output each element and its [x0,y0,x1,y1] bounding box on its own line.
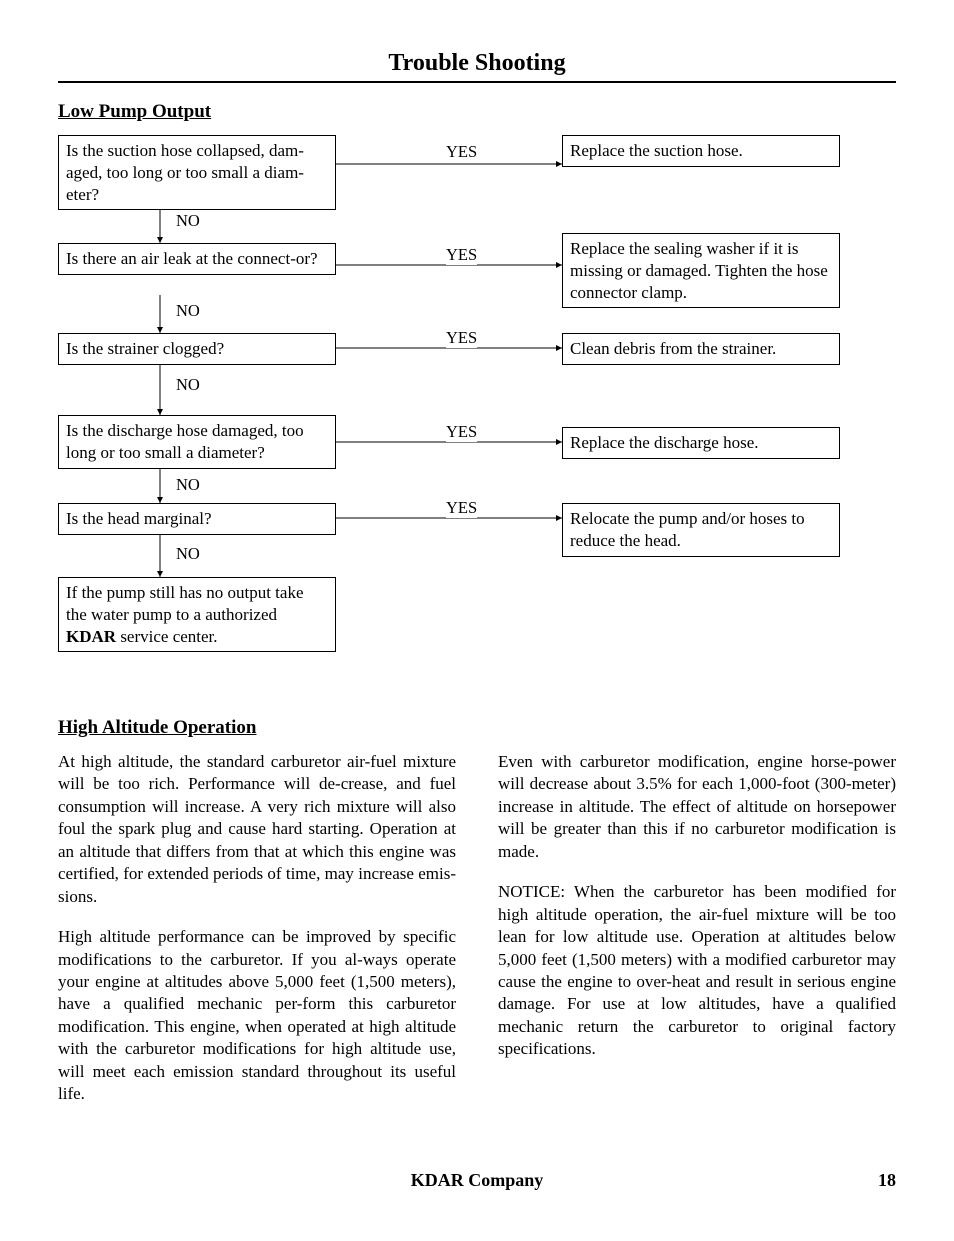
para-hp-decrease: Even with carburetor modification, engin… [498,751,896,863]
title-rule [58,81,896,83]
para-notice: NOTICE: When the carburetor has been mod… [498,881,896,1061]
question-strainer: Is the strainer clogged? [58,333,336,365]
yes-label: YES [446,328,477,348]
solution-replace-suction-hose: Replace the suction hose. [562,135,840,167]
no-label: NO [176,301,200,321]
terminal-text-bold: KDAR [66,627,116,646]
flowchart-low-pump: Is the suction hose collapsed, dam-aged,… [58,135,896,695]
solution-sealing-washer: Replace the sealing washer if it is miss… [562,233,840,308]
terminal-service-center: If the pump still has no output take the… [58,577,336,652]
yes-label: YES [446,245,477,265]
no-label: NO [176,475,200,495]
terminal-text-post: service center. [116,627,217,646]
no-label: NO [176,375,200,395]
yes-label: YES [446,498,477,518]
para-rich-mixture: At high altitude, the standard carbureto… [58,751,456,908]
question-suction-hose: Is the suction hose collapsed, dam-aged,… [58,135,336,210]
column-right: Even with carburetor modification, engin… [498,751,896,1124]
footer-page-number: 18 [856,1170,896,1191]
yes-label: YES [446,142,477,162]
page-footer: KDAR Company 18 [58,1170,896,1191]
page-title: Trouble Shooting [58,50,896,77]
section-heading-low-pump: Low Pump Output [58,101,896,123]
footer-company: KDAR Company [98,1170,856,1191]
terminal-text-pre: If the pump still has no output take the… [66,583,304,624]
yes-label: YES [446,422,477,442]
question-air-leak: Is there an air leak at the connect-or? [58,243,336,275]
footer-spacer [58,1170,98,1191]
solution-clean-strainer: Clean debris from the strainer. [562,333,840,365]
no-label: NO [176,544,200,564]
para-carb-mod: High altitude performance can be improve… [58,926,456,1106]
solution-replace-discharge-hose: Replace the discharge hose. [562,427,840,459]
solution-relocate-pump: Relocate the pump and/or hoses to reduce… [562,503,840,557]
no-label: NO [176,211,200,231]
question-head-marginal: Is the head marginal? [58,503,336,535]
column-left: At high altitude, the standard carbureto… [58,751,456,1124]
high-altitude-columns: At high altitude, the standard carbureto… [58,751,896,1124]
section-heading-high-altitude: High Altitude Operation [58,717,896,739]
question-discharge-hose: Is the discharge hose damaged, too long … [58,415,336,469]
